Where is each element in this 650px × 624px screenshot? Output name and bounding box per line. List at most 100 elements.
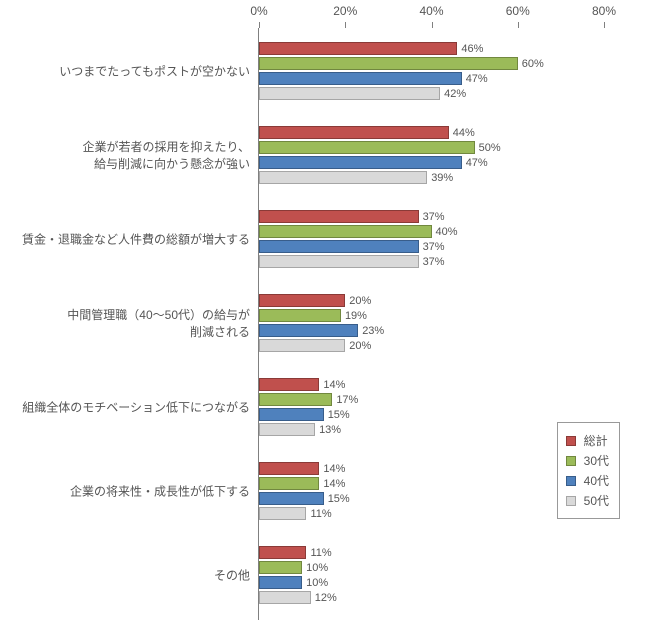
bar-value-label: 17%: [336, 394, 358, 406]
bar-value-label: 47%: [466, 73, 488, 85]
bar: [259, 339, 345, 352]
x-tick-label: 60%: [506, 4, 530, 18]
bar-value-label: 39%: [431, 172, 453, 184]
bar-value-label: 15%: [328, 409, 350, 421]
category-group: 44% 50% 47% 39%: [259, 126, 604, 184]
bar: [259, 171, 427, 184]
plot-area: 0%20%40%60%80%46%60%47%42%44%50%47%39%37…: [258, 28, 604, 620]
bar-value-label: 40%: [436, 226, 458, 238]
bar-value-label: 44%: [453, 127, 475, 139]
bar-value-label: 37%: [423, 211, 445, 223]
bar-value-label: 20%: [349, 340, 371, 352]
bar-value-label: 10%: [306, 577, 328, 589]
category-label-line: 企業が若者の採用を抑えたり、: [0, 138, 250, 155]
category-label: その他: [0, 567, 250, 584]
category-group: 20% 19% 23% 20%: [259, 294, 604, 352]
bar-value-label: 37%: [423, 256, 445, 268]
bar-value-label: 42%: [444, 88, 466, 100]
bar: [259, 240, 419, 253]
bar-value-label: 37%: [423, 241, 445, 253]
bar-value-label: 46%: [461, 43, 483, 55]
x-tick: [432, 22, 433, 28]
bar: [259, 87, 440, 100]
category-label: 企業の将来性・成長性が低下する: [0, 483, 250, 500]
bar: [259, 126, 449, 139]
bar-value-label: 60%: [522, 58, 544, 70]
x-tick-label: 0%: [250, 4, 267, 18]
bar-value-label: 14%: [323, 463, 345, 475]
bar: [259, 576, 302, 589]
bar-value-label: 13%: [319, 424, 341, 436]
bar: [259, 492, 324, 505]
bar-chart: 0%20%40%60%80%46%60%47%42%44%50%47%39%37…: [0, 0, 650, 624]
bar-value-label: 11%: [310, 547, 331, 559]
category-label-line: 賃金・退職金など人件費の総額が増大する: [0, 231, 250, 248]
bar: [259, 309, 341, 322]
bar: [259, 591, 311, 604]
bar: [259, 393, 332, 406]
bar-value-label: 23%: [362, 325, 384, 337]
category-group: 14% 17% 15% 13%: [259, 378, 604, 436]
category-label: 企業が若者の採用を抑えたり、給与削減に向かう懸念が強い: [0, 138, 250, 172]
category-group: 14%14%15%11%: [259, 462, 604, 520]
bar-value-label: 11%: [310, 508, 331, 520]
category-label-line: 組織全体のモチベーション低下につながる: [0, 399, 250, 416]
bar: [259, 507, 306, 520]
category-label: 賃金・退職金など人件費の総額が増大する: [0, 231, 250, 248]
bar: [259, 423, 315, 436]
category-label-line: 削減される: [0, 323, 250, 340]
legend: 総計 30代 40代 50代: [557, 422, 620, 519]
category-label-line: 給与削減に向かう懸念が強い: [0, 155, 250, 172]
bar: [259, 462, 319, 475]
bar-value-label: 14%: [323, 379, 345, 391]
legend-label: 総計: [584, 432, 608, 449]
bar: [259, 156, 462, 169]
bar: [259, 42, 457, 55]
legend-label: 40代: [584, 472, 609, 489]
legend-swatch: [566, 436, 576, 446]
category-label-line: いつまでたってもポストが空かない: [0, 63, 250, 80]
bar: [259, 561, 302, 574]
bar: [259, 255, 419, 268]
legend-item: 30代: [566, 452, 609, 469]
x-tick: [345, 22, 346, 28]
bar-value-label: 10%: [306, 562, 328, 574]
category-label-line: その他: [0, 567, 250, 584]
bar: [259, 408, 324, 421]
category-label: いつまでたってもポストが空かない: [0, 63, 250, 80]
bar: [259, 477, 319, 490]
x-tick-label: 40%: [419, 4, 443, 18]
bar: [259, 378, 319, 391]
legend-swatch: [566, 496, 576, 506]
bar-value-label: 47%: [466, 157, 488, 169]
bar-value-label: 14%: [323, 478, 345, 490]
category-group: 46% 60% 47%42%: [259, 42, 604, 100]
bar-value-label: 20%: [349, 295, 371, 307]
legend-swatch: [566, 476, 576, 486]
category-label-line: 中間管理職（40～50代）の給与が: [0, 306, 250, 323]
category-label: 中間管理職（40～50代）の給与が削減される: [0, 306, 250, 340]
category-group: 11% 10% 10% 12%: [259, 546, 604, 604]
bar: [259, 210, 419, 223]
x-tick-label: 80%: [592, 4, 616, 18]
category-label-line: 企業の将来性・成長性が低下する: [0, 483, 250, 500]
bar: [259, 141, 475, 154]
bar: [259, 225, 432, 238]
x-tick: [604, 22, 605, 28]
legend-label: 30代: [584, 452, 609, 469]
x-tick: [259, 22, 260, 28]
category-group: 37% 40% 37% 37%: [259, 210, 604, 268]
bar-value-label: 12%: [315, 592, 337, 604]
bar: [259, 72, 462, 85]
legend-item: 40代: [566, 472, 609, 489]
bar-value-label: 19%: [345, 310, 367, 322]
category-label: 組織全体のモチベーション低下につながる: [0, 399, 250, 416]
legend-swatch: [566, 456, 576, 466]
legend-item: 50代: [566, 492, 609, 509]
bar-value-label: 50%: [479, 142, 501, 154]
bar: [259, 57, 518, 70]
x-tick-label: 20%: [333, 4, 357, 18]
legend-item: 総計: [566, 432, 609, 449]
bar: [259, 294, 345, 307]
bar: [259, 324, 358, 337]
